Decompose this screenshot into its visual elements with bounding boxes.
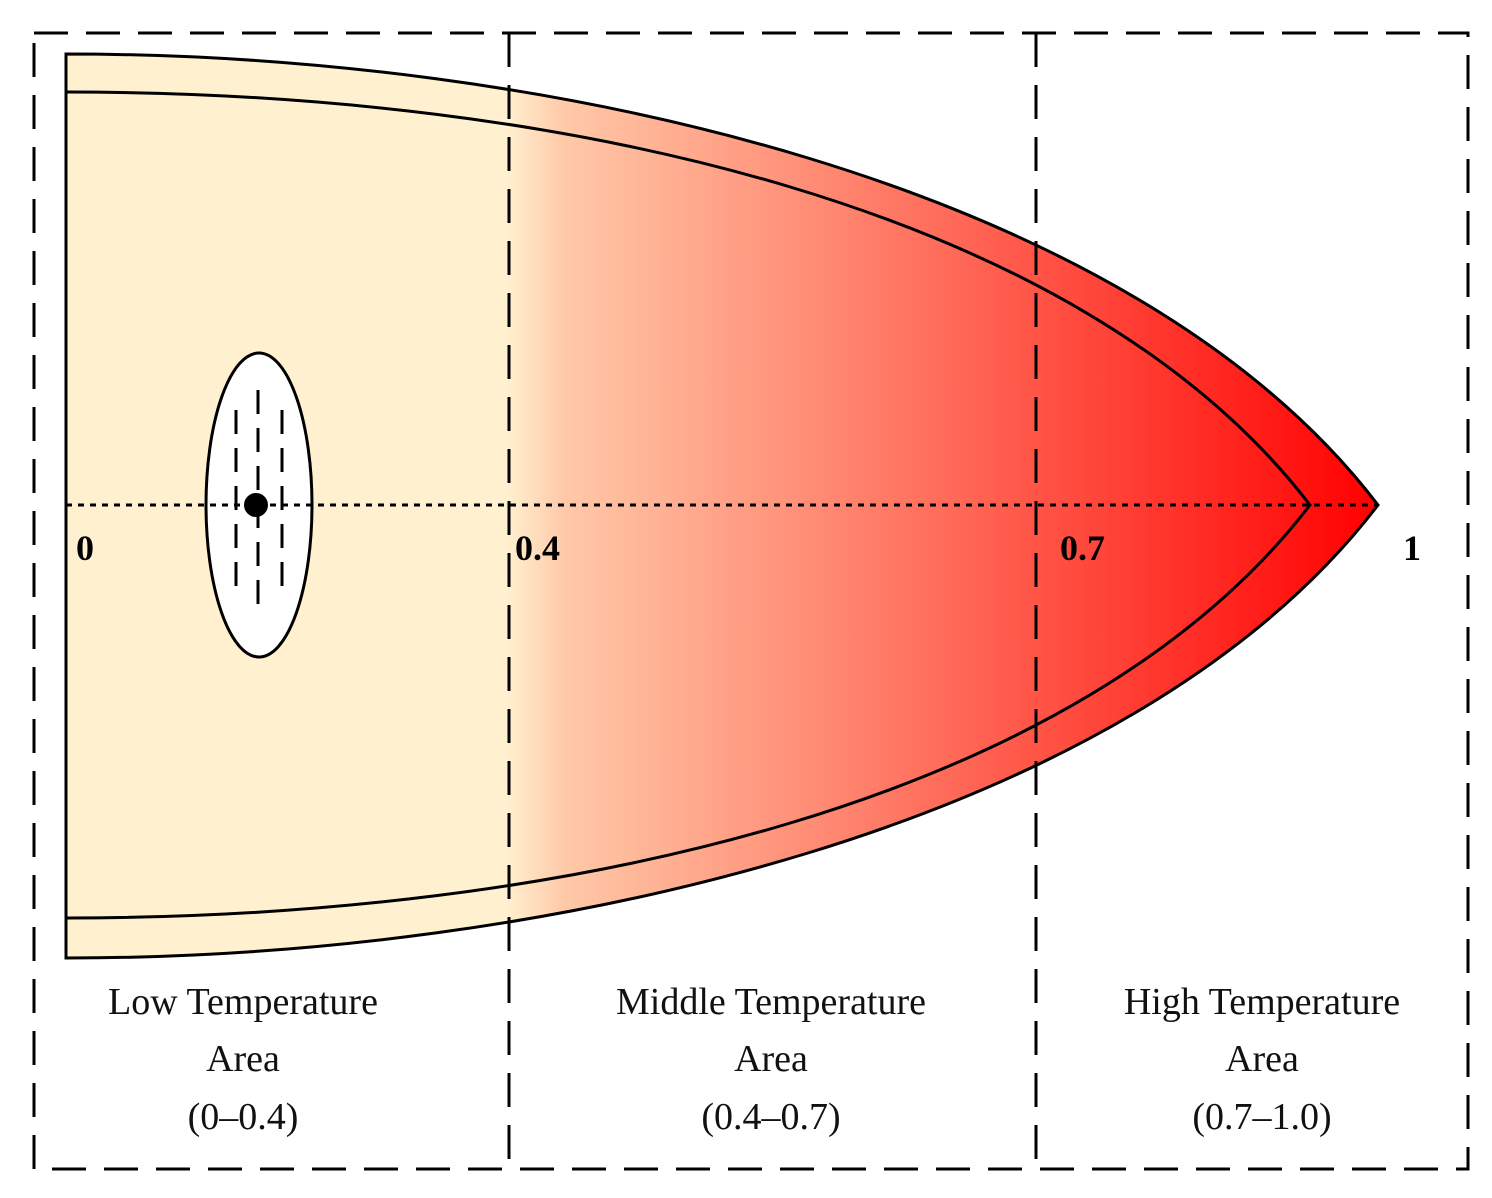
zone-high-area: Area — [1225, 1038, 1299, 1080]
zone-middle: Middle Temperature Area (0.4–0.7) — [616, 981, 926, 1138]
scale-label-0-7: 0.7 — [1060, 528, 1105, 568]
zone-low: Low Temperature Area (0–0.4) — [108, 981, 378, 1138]
zone-high: High Temperature Area (0.7–1.0) — [1124, 981, 1400, 1138]
zone-middle-area: Area — [734, 1038, 808, 1080]
zone-middle-range: (0.4–0.7) — [701, 1096, 840, 1138]
scale-label-1: 1 — [1403, 528, 1421, 568]
outer-dashed-frame — [32, 31, 1470, 1171]
zone-low-title: Low Temperature — [108, 981, 378, 1023]
inner-boundary-curve — [65, 90, 1312, 920]
zone-middle-title: Middle Temperature — [616, 981, 926, 1023]
zone-high-title: High Temperature — [1124, 981, 1400, 1023]
scale-label-0-4: 0.4 — [515, 528, 560, 568]
center-particle-dot — [244, 493, 268, 517]
zone-low-range: (0–0.4) — [188, 1096, 299, 1138]
zone-low-area: Area — [206, 1038, 280, 1080]
scale-label-0: 0 — [76, 528, 94, 568]
zone-high-range: (0.7–1.0) — [1192, 1096, 1331, 1138]
